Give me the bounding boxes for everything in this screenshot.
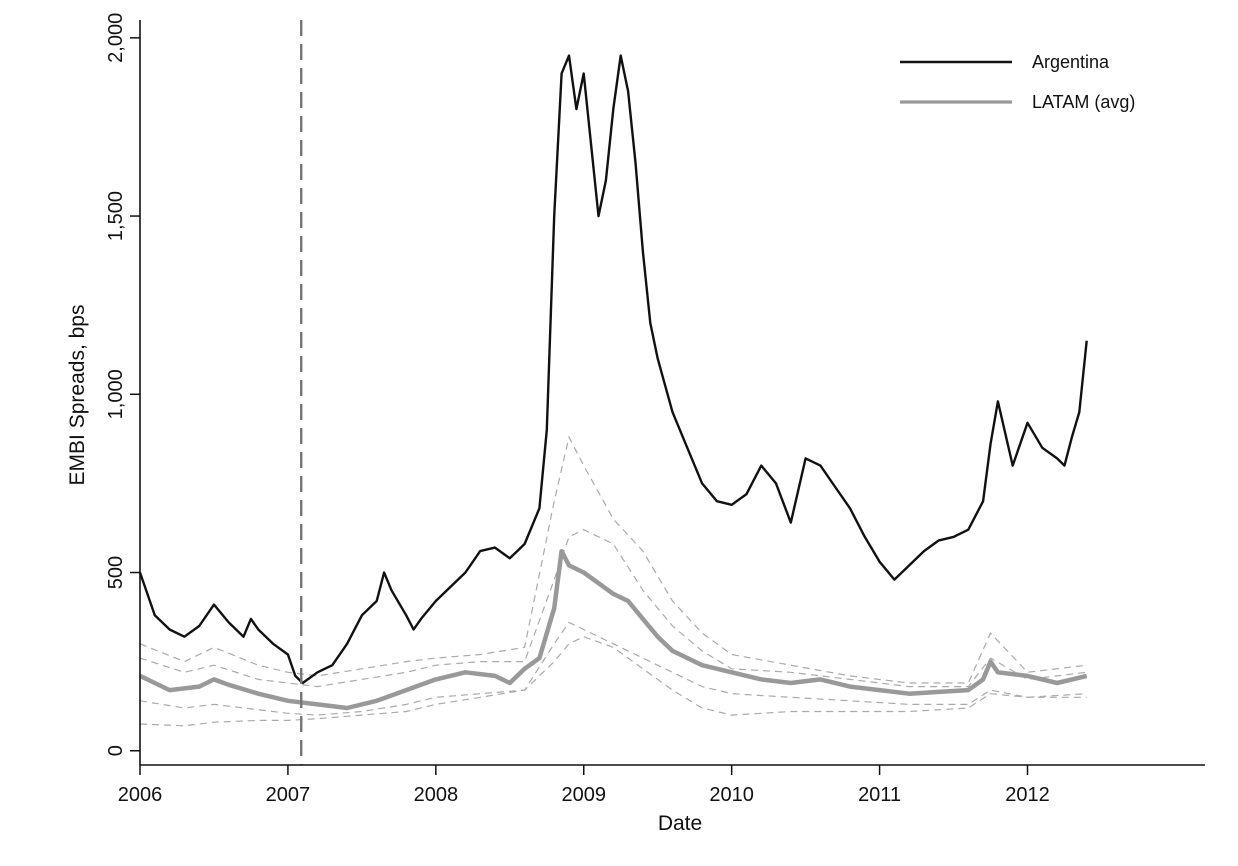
y-axis-title: EMBI Spreads, bps (66, 305, 89, 486)
x-tick-label: 2010 (709, 784, 754, 806)
legend: Argentina LATAM (avg) (900, 52, 1135, 112)
x-tick-label: 2006 (118, 784, 163, 806)
y-axis-ticks: 0 500 1,000 1,500 2,000 (105, 13, 140, 756)
plot-area (138, 54, 1088, 727)
country-series-dashed-1 (139, 435, 1087, 684)
x-tick-label: 2008 (414, 784, 459, 806)
x-tick-label: 2011 (858, 784, 901, 806)
country-series-dashed-2 (139, 529, 1087, 688)
y-tick-label: 1,000 (105, 369, 127, 419)
legend-label-1: Argentina (1032, 52, 1110, 72)
series-line-argentina (138, 54, 1088, 685)
country-series-dashed-4 (139, 636, 1087, 727)
series-line-latam-avg (139, 548, 1088, 711)
x-axis-ticks: 2006 2007 2008 2009 2010 2011 2012 (118, 765, 1050, 806)
x-tick-label: 2009 (562, 784, 607, 806)
x-tick-label: 2007 (266, 784, 311, 806)
y-tick-label: 0 (105, 745, 127, 756)
y-tick-label: 1,500 (105, 191, 127, 241)
x-axis-title: Date (658, 812, 702, 835)
y-tick-label: 500 (105, 556, 127, 589)
legend-label-2: LATAM (avg) (1032, 92, 1135, 112)
y-tick-label: 2,000 (105, 13, 127, 63)
x-tick-label: 2012 (1005, 784, 1050, 806)
